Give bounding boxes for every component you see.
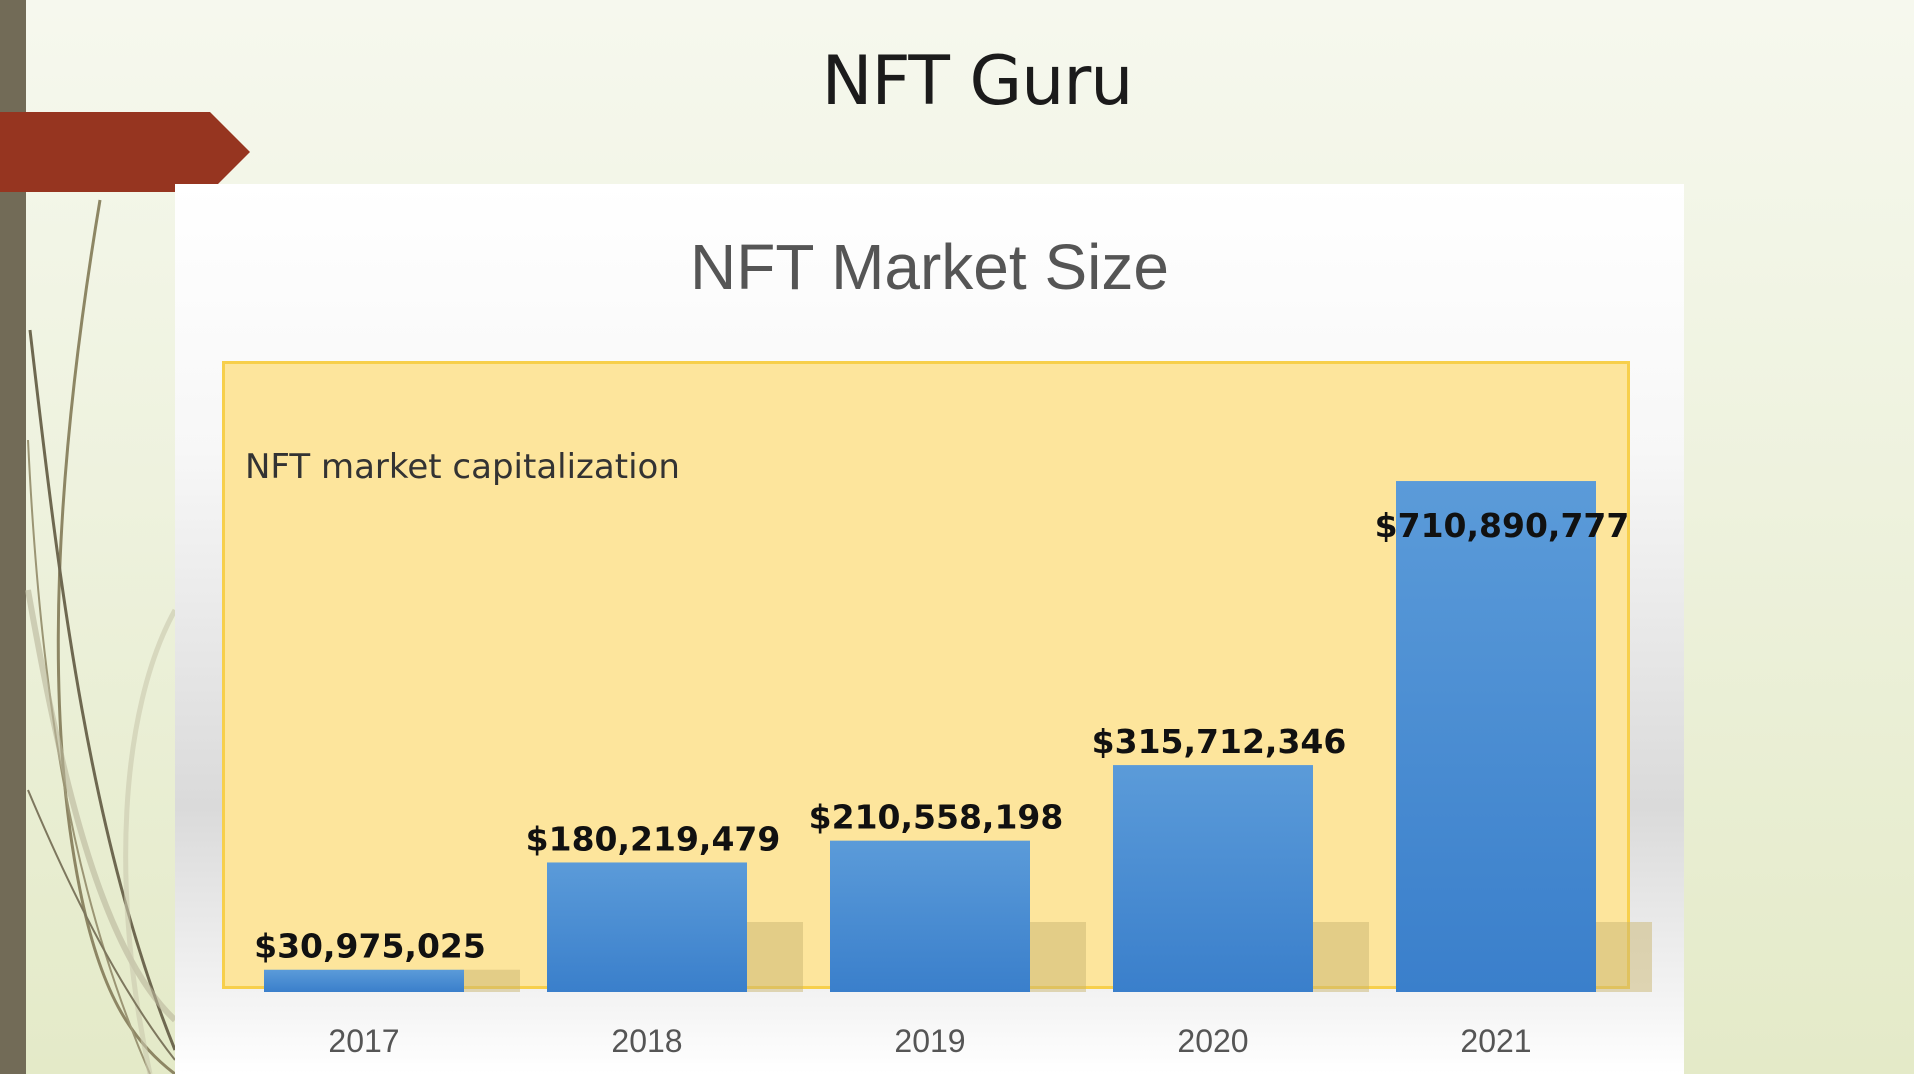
bar-2021	[1396, 481, 1596, 992]
x-tick-2019: 2019	[894, 1023, 965, 1059]
bar-shadow-2020	[1309, 922, 1369, 992]
x-tick-2018: 2018	[611, 1023, 682, 1059]
bar-shadow-2021	[1592, 922, 1652, 992]
slide-title: NFT Guru	[821, 42, 1134, 121]
x-tick-2020: 2020	[1177, 1023, 1248, 1059]
bar-2020	[1113, 765, 1313, 992]
data-label-2017: $30,975,025	[254, 927, 486, 966]
data-label-2021: $710,890,777	[1375, 506, 1630, 545]
bar-2017	[264, 969, 464, 992]
data-label-2018: $180,219,479	[526, 819, 781, 858]
bar-2018	[547, 862, 747, 992]
bar-2019	[830, 840, 1030, 992]
data-label-2020: $315,712,346	[1092, 722, 1347, 761]
x-tick-2021: 2021	[1460, 1023, 1531, 1059]
bar-shadow-2017	[460, 969, 520, 992]
arrow-tab-decoration	[0, 112, 250, 192]
chart-title: NFT Market Size	[690, 231, 1169, 303]
data-label-2019: $210,558,198	[809, 798, 1064, 837]
bar-shadow-2018	[743, 922, 803, 992]
grass-decoration	[25, 199, 178, 1074]
bar-shadow-2019	[1026, 922, 1086, 992]
series-label: NFT market capitalization	[245, 447, 680, 487]
x-tick-2017: 2017	[328, 1023, 399, 1059]
